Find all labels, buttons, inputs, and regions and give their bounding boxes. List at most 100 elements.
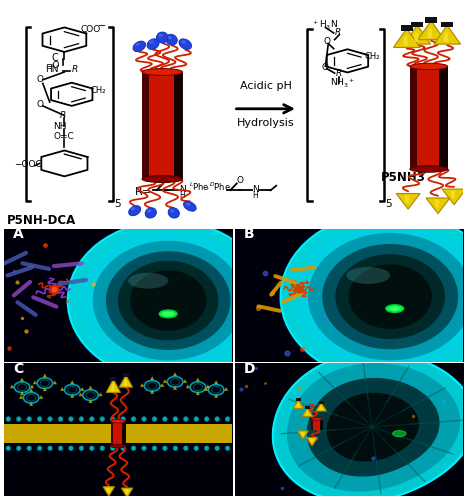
Ellipse shape: [348, 264, 432, 329]
Ellipse shape: [48, 446, 52, 450]
Polygon shape: [88, 386, 92, 390]
Ellipse shape: [128, 272, 168, 288]
Ellipse shape: [335, 254, 445, 339]
Ellipse shape: [100, 416, 105, 422]
Polygon shape: [196, 378, 200, 382]
Text: O: O: [237, 176, 244, 185]
Polygon shape: [20, 378, 24, 382]
Text: C: C: [13, 362, 23, 376]
FancyBboxPatch shape: [410, 66, 448, 169]
Ellipse shape: [163, 446, 167, 450]
Polygon shape: [403, 36, 408, 46]
Polygon shape: [302, 408, 313, 416]
Ellipse shape: [194, 416, 198, 422]
Polygon shape: [301, 432, 304, 436]
Ellipse shape: [48, 416, 52, 422]
Ellipse shape: [163, 416, 167, 422]
Ellipse shape: [152, 446, 157, 450]
Polygon shape: [121, 488, 133, 498]
Text: R: R: [334, 28, 341, 37]
Ellipse shape: [6, 446, 11, 450]
Ellipse shape: [168, 208, 179, 218]
Polygon shape: [401, 25, 413, 31]
Polygon shape: [43, 388, 47, 391]
Ellipse shape: [156, 32, 168, 43]
Ellipse shape: [111, 420, 125, 423]
Text: CH₂: CH₂: [365, 52, 381, 62]
Text: O: O: [37, 100, 44, 108]
Text: COO: COO: [81, 25, 101, 34]
Ellipse shape: [166, 34, 177, 45]
Text: =O: =O: [45, 60, 60, 70]
Ellipse shape: [111, 444, 125, 448]
Polygon shape: [39, 395, 43, 399]
Ellipse shape: [168, 36, 172, 39]
Text: A: A: [13, 227, 24, 241]
Text: HN: HN: [45, 65, 58, 74]
Ellipse shape: [37, 416, 42, 422]
Polygon shape: [441, 22, 453, 28]
Text: H: H: [179, 191, 184, 200]
Polygon shape: [70, 394, 74, 398]
Polygon shape: [125, 489, 127, 494]
Text: ·: ·: [206, 184, 210, 194]
Text: $^L$Phe: $^L$Phe: [189, 181, 210, 194]
Ellipse shape: [80, 230, 256, 370]
Polygon shape: [60, 387, 64, 391]
Ellipse shape: [121, 416, 126, 422]
Text: N: N: [252, 184, 259, 194]
Polygon shape: [413, 33, 418, 42]
Polygon shape: [327, 394, 418, 461]
Text: 5: 5: [114, 199, 121, 209]
Text: R: R: [60, 110, 66, 120]
FancyBboxPatch shape: [142, 72, 183, 179]
Ellipse shape: [225, 446, 230, 450]
Text: D: D: [244, 362, 255, 376]
Polygon shape: [140, 383, 144, 387]
FancyBboxPatch shape: [311, 419, 322, 430]
Polygon shape: [297, 404, 299, 407]
Ellipse shape: [322, 244, 458, 350]
Ellipse shape: [69, 446, 73, 450]
Polygon shape: [20, 392, 24, 395]
Polygon shape: [163, 379, 167, 383]
Polygon shape: [124, 380, 127, 386]
Ellipse shape: [147, 39, 159, 50]
Polygon shape: [404, 25, 431, 44]
Polygon shape: [434, 25, 460, 44]
Polygon shape: [30, 384, 34, 388]
Polygon shape: [311, 438, 312, 442]
Ellipse shape: [194, 446, 198, 450]
FancyBboxPatch shape: [121, 421, 126, 446]
FancyBboxPatch shape: [439, 66, 448, 169]
Text: Acidic pH: Acidic pH: [240, 81, 291, 91]
Polygon shape: [110, 377, 116, 380]
Text: R=: R=: [134, 186, 152, 196]
Text: O: O: [163, 176, 170, 185]
Polygon shape: [186, 384, 190, 388]
FancyBboxPatch shape: [410, 66, 417, 169]
Ellipse shape: [131, 446, 136, 450]
Text: $^+$H$_3$N: $^+$H$_3$N: [311, 19, 338, 32]
Ellipse shape: [110, 416, 115, 422]
Ellipse shape: [158, 34, 163, 37]
Ellipse shape: [79, 416, 84, 422]
Polygon shape: [150, 390, 154, 394]
Ellipse shape: [145, 208, 156, 218]
Polygon shape: [103, 486, 114, 496]
Text: R: R: [335, 70, 342, 78]
Ellipse shape: [69, 416, 73, 422]
Ellipse shape: [173, 446, 177, 450]
Ellipse shape: [16, 416, 21, 422]
Polygon shape: [319, 406, 322, 410]
FancyBboxPatch shape: [174, 72, 184, 179]
Polygon shape: [451, 190, 455, 198]
Ellipse shape: [142, 68, 183, 75]
Ellipse shape: [130, 270, 206, 331]
Polygon shape: [427, 28, 432, 38]
Polygon shape: [296, 398, 301, 402]
Polygon shape: [293, 400, 304, 408]
Ellipse shape: [135, 42, 140, 46]
Ellipse shape: [205, 416, 209, 422]
Ellipse shape: [386, 305, 403, 312]
